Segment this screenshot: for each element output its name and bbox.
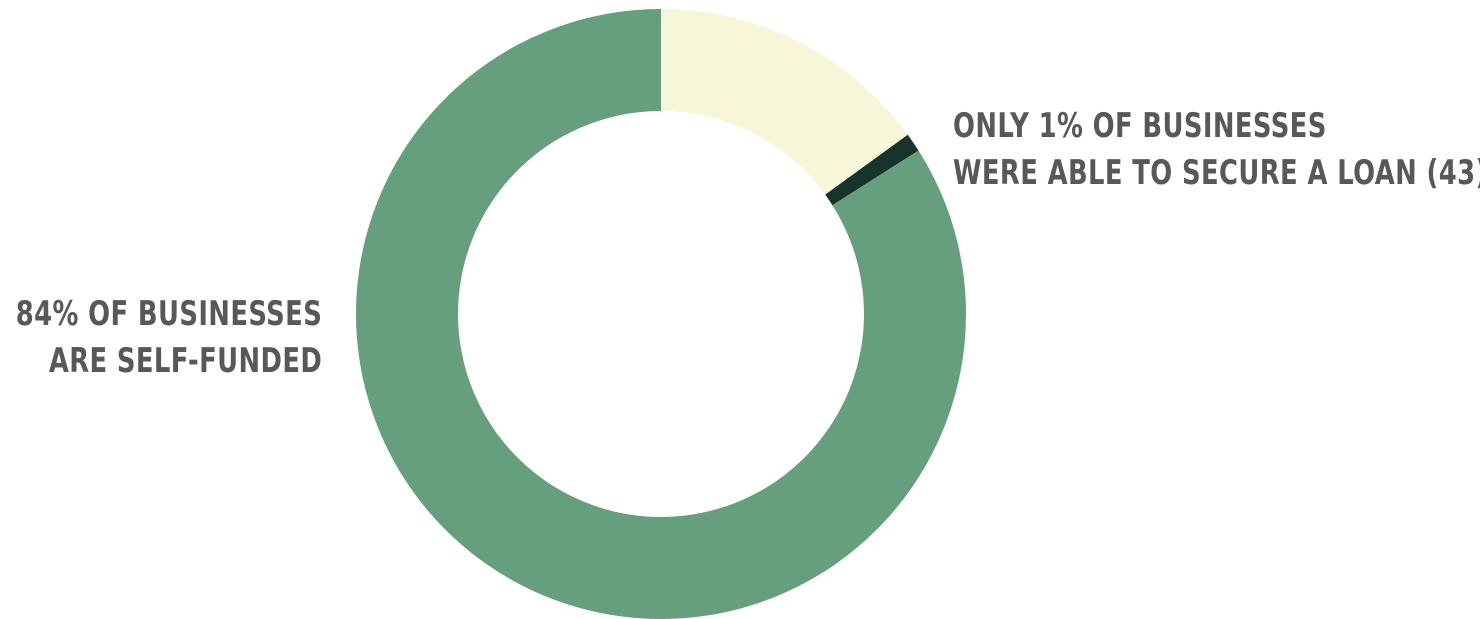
loan-annotation-line-1: ONLY 1% OF BUSINESSES — [953, 106, 1327, 146]
remaining-slice — [661, 9, 908, 195]
self-funded-annotation-line-1: 84% OF BUSINESSES — [15, 294, 322, 334]
self-funded-slice — [356, 9, 967, 619]
loan-slice — [825, 134, 919, 206]
donut-slices — [356, 9, 967, 619]
loan-annotation-line-2: WERE ABLE TO SECURE A LOAN (43) — [953, 153, 1480, 193]
self-funded-annotation: 84% OF BUSINESSES ARE SELF-FUNDED — [16, 291, 322, 385]
self-funded-annotation-line-2: ARE SELF-FUNDED — [48, 341, 323, 381]
loan-annotation: ONLY 1% OF BUSINESSES WERE ABLE TO SECUR… — [953, 103, 1480, 197]
